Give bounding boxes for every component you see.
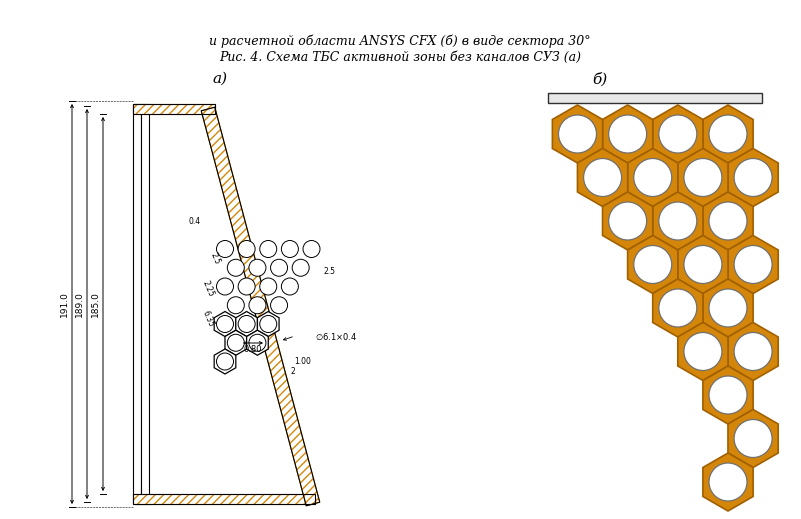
Polygon shape — [141, 104, 149, 504]
Text: 2.5: 2.5 — [208, 252, 222, 266]
Text: 6.35: 6.35 — [200, 309, 215, 329]
Polygon shape — [628, 236, 678, 294]
Circle shape — [216, 316, 234, 333]
Circle shape — [684, 158, 722, 197]
Circle shape — [281, 278, 299, 295]
Polygon shape — [728, 148, 779, 207]
Circle shape — [238, 240, 256, 257]
Text: и расчетной области ANSYS CFX (б) в виде сектора 30°: и расчетной области ANSYS CFX (б) в виде… — [209, 34, 591, 48]
Circle shape — [303, 240, 320, 257]
Polygon shape — [602, 192, 653, 250]
Polygon shape — [201, 107, 320, 506]
Circle shape — [558, 115, 597, 153]
Circle shape — [684, 245, 722, 283]
Polygon shape — [653, 279, 703, 337]
Text: 1.00: 1.00 — [295, 357, 312, 365]
Polygon shape — [703, 192, 753, 250]
Circle shape — [260, 316, 277, 333]
Circle shape — [260, 240, 277, 257]
Circle shape — [609, 202, 646, 240]
Polygon shape — [728, 322, 779, 380]
Circle shape — [260, 278, 277, 295]
Polygon shape — [653, 192, 703, 250]
Polygon shape — [703, 366, 753, 424]
Circle shape — [249, 334, 266, 351]
Circle shape — [271, 260, 288, 276]
Polygon shape — [703, 105, 753, 163]
Polygon shape — [133, 494, 315, 504]
Text: 0.4: 0.4 — [189, 216, 201, 225]
Circle shape — [292, 260, 309, 276]
Polygon shape — [678, 322, 728, 380]
Polygon shape — [257, 311, 279, 336]
Text: 2.25: 2.25 — [200, 280, 215, 298]
Circle shape — [709, 289, 747, 327]
Text: 2: 2 — [291, 366, 296, 376]
Polygon shape — [728, 236, 779, 294]
Text: 185.0: 185.0 — [91, 291, 99, 317]
Text: Рис. 4. Схема ТБС активной зоны без каналов СУЗ (а): Рис. 4. Схема ТБС активной зоны без кана… — [219, 50, 581, 63]
Circle shape — [271, 297, 288, 314]
Circle shape — [709, 376, 747, 414]
Polygon shape — [235, 311, 257, 336]
Circle shape — [238, 316, 256, 333]
Polygon shape — [628, 148, 678, 207]
Circle shape — [216, 278, 234, 295]
Circle shape — [227, 334, 244, 351]
Polygon shape — [678, 236, 728, 294]
Circle shape — [634, 158, 672, 197]
Circle shape — [216, 240, 234, 257]
Circle shape — [249, 260, 266, 276]
Polygon shape — [553, 105, 602, 163]
Polygon shape — [247, 330, 268, 355]
Polygon shape — [214, 311, 235, 336]
Polygon shape — [133, 104, 141, 504]
Circle shape — [227, 260, 244, 276]
Circle shape — [709, 463, 747, 501]
Circle shape — [709, 202, 747, 240]
Polygon shape — [214, 349, 235, 374]
Polygon shape — [133, 104, 215, 114]
Text: б): б) — [593, 72, 608, 86]
Polygon shape — [703, 279, 753, 337]
Circle shape — [584, 158, 622, 197]
Polygon shape — [678, 148, 728, 207]
Polygon shape — [602, 105, 653, 163]
Text: 191.0: 191.0 — [59, 291, 69, 317]
Circle shape — [734, 158, 772, 197]
Polygon shape — [703, 453, 753, 511]
Circle shape — [734, 419, 772, 458]
Circle shape — [634, 245, 672, 283]
Polygon shape — [225, 330, 247, 355]
Text: 189.0: 189.0 — [74, 291, 83, 317]
Polygon shape — [578, 148, 628, 207]
Circle shape — [659, 115, 697, 153]
Polygon shape — [728, 409, 779, 468]
Text: 2.5: 2.5 — [324, 266, 336, 276]
Circle shape — [227, 297, 244, 314]
Circle shape — [238, 278, 256, 295]
Circle shape — [709, 115, 747, 153]
Text: $\varnothing$6.1$\times$0.4: $\varnothing$6.1$\times$0.4 — [315, 331, 357, 342]
Circle shape — [659, 202, 697, 240]
Text: 0.80: 0.80 — [244, 345, 262, 353]
Circle shape — [659, 289, 697, 327]
Circle shape — [281, 240, 299, 257]
Polygon shape — [549, 93, 762, 103]
Circle shape — [684, 333, 722, 371]
Polygon shape — [653, 105, 703, 163]
Circle shape — [249, 297, 266, 314]
Circle shape — [216, 353, 234, 370]
Circle shape — [734, 245, 772, 283]
Text: а): а) — [212, 72, 227, 86]
Circle shape — [609, 115, 646, 153]
Circle shape — [734, 333, 772, 371]
